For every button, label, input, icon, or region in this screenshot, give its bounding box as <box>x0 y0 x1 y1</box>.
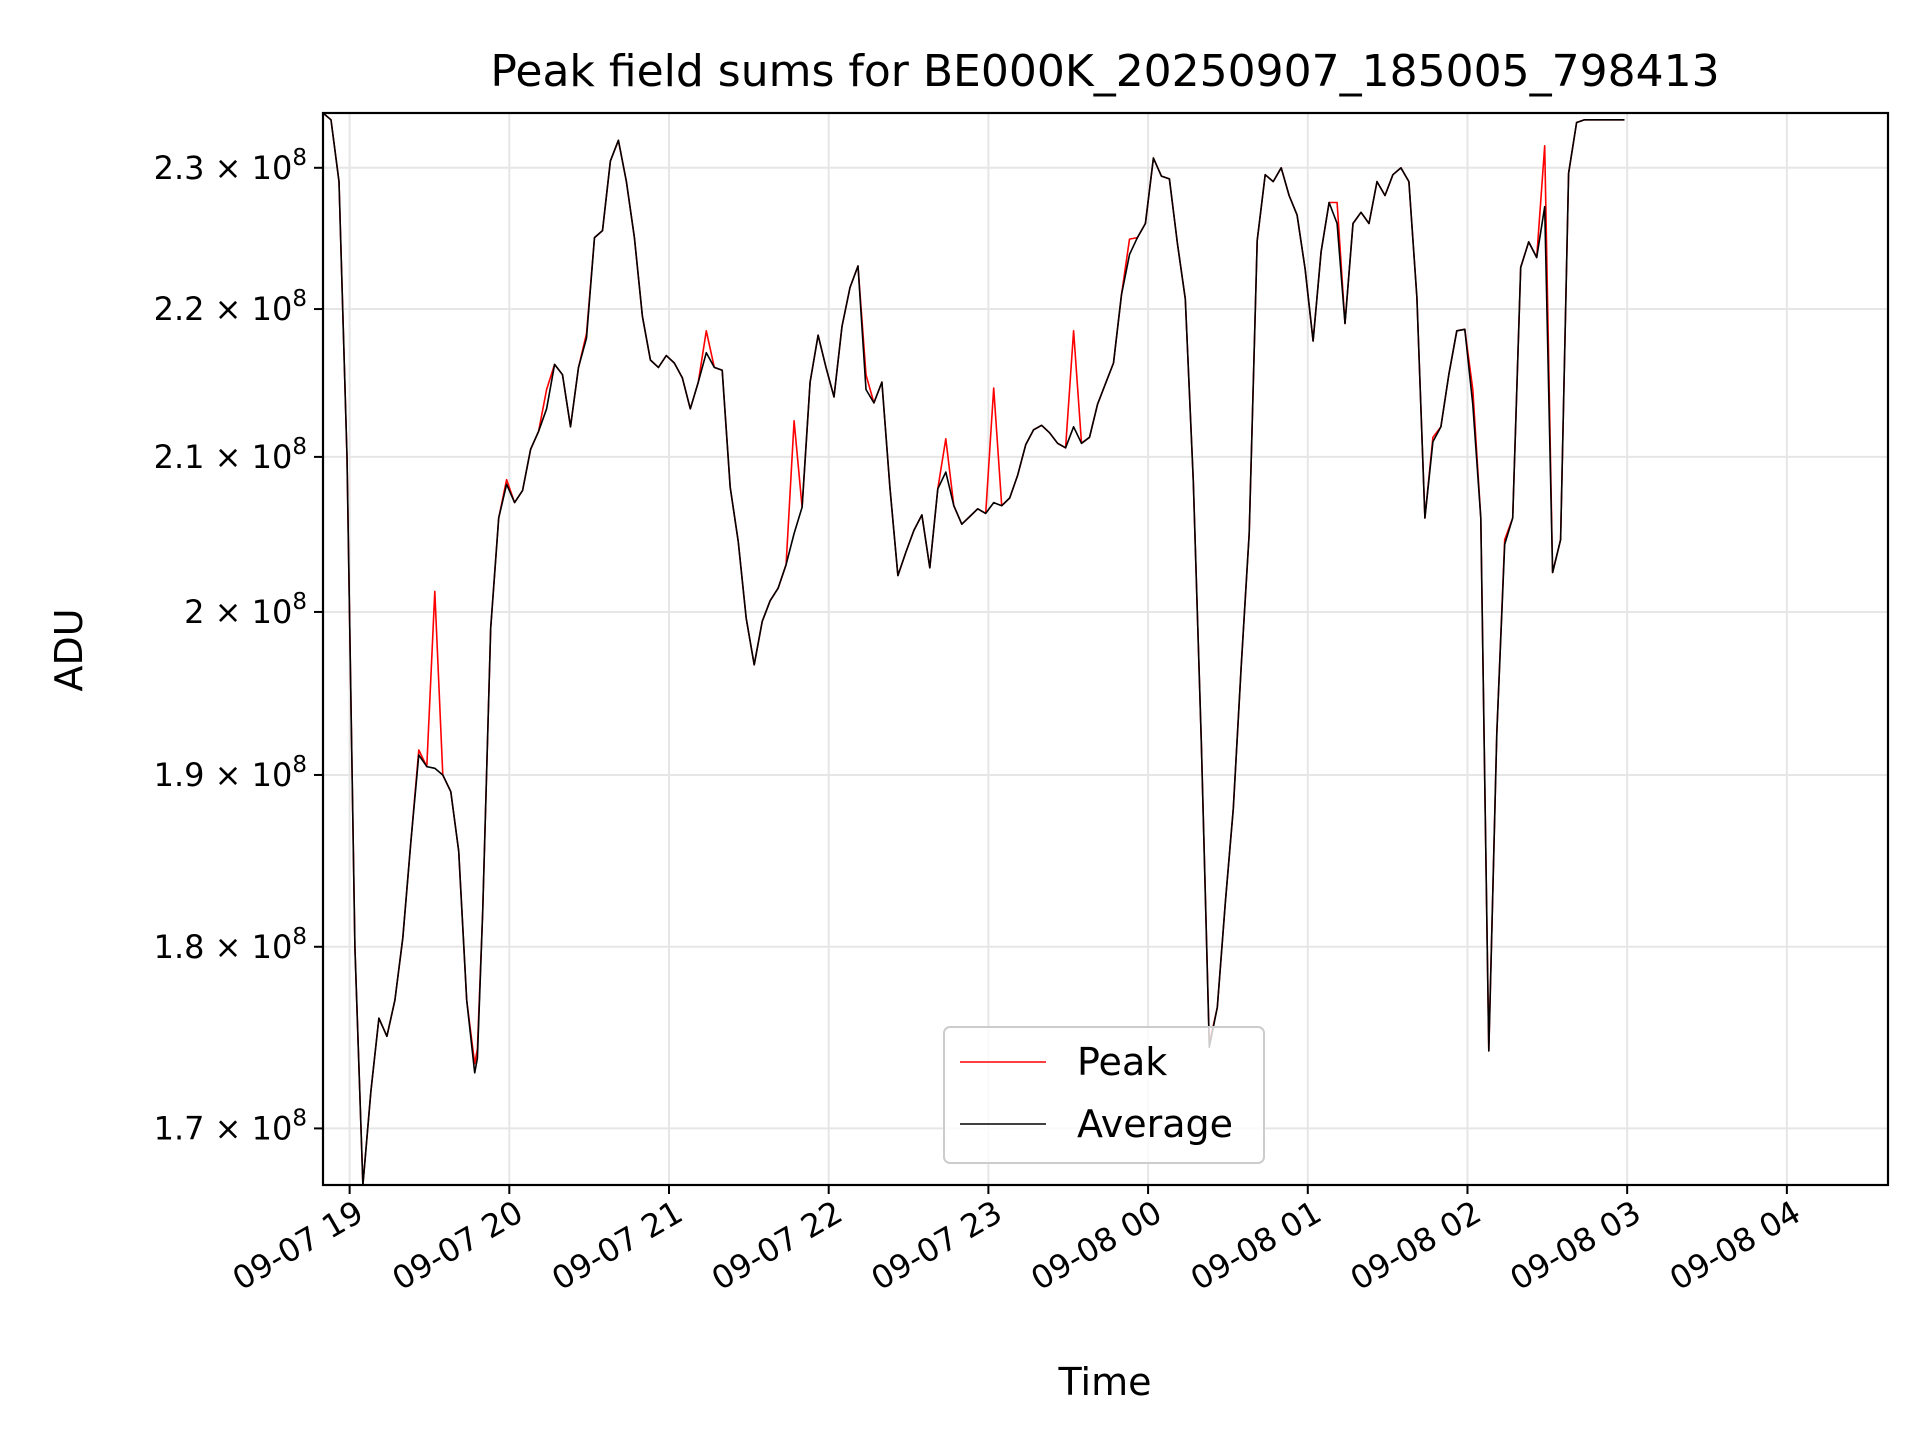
y-tick-label: 2.3 × 108 <box>154 145 307 187</box>
chart-title: Peak field sums for BE000K_20250907_1850… <box>490 46 1719 97</box>
y-axis-ticks: 1.7 × 108 1.8 × 108 1.9 × 108 2 × 108 2.1 × … <box>154 145 323 1147</box>
y-tick-label: 2.2 × 108 <box>154 286 307 328</box>
legend-label-peak: Peak <box>1077 1040 1167 1084</box>
legend: Peak Average <box>943 1026 1265 1164</box>
series-line-average <box>322 112 1625 1186</box>
y-tick-label: 1.8 × 108 <box>154 924 307 966</box>
y-tick-label: 2.1 × 108 <box>154 434 307 476</box>
y-axis-label: ADU <box>47 608 91 691</box>
x-axis-label: Time <box>1058 1360 1152 1404</box>
y-tick-label: 1.9 × 108 <box>154 752 307 794</box>
y-tick-label: 1.7 × 108 <box>154 1105 307 1147</box>
y-tick-label: 2 × 108 <box>184 589 307 631</box>
plot-area-frame <box>321 111 1890 1187</box>
series-layer <box>322 112 1625 1186</box>
legend-label-average: Average <box>1077 1102 1233 1146</box>
legend-box <box>943 1026 1265 1164</box>
